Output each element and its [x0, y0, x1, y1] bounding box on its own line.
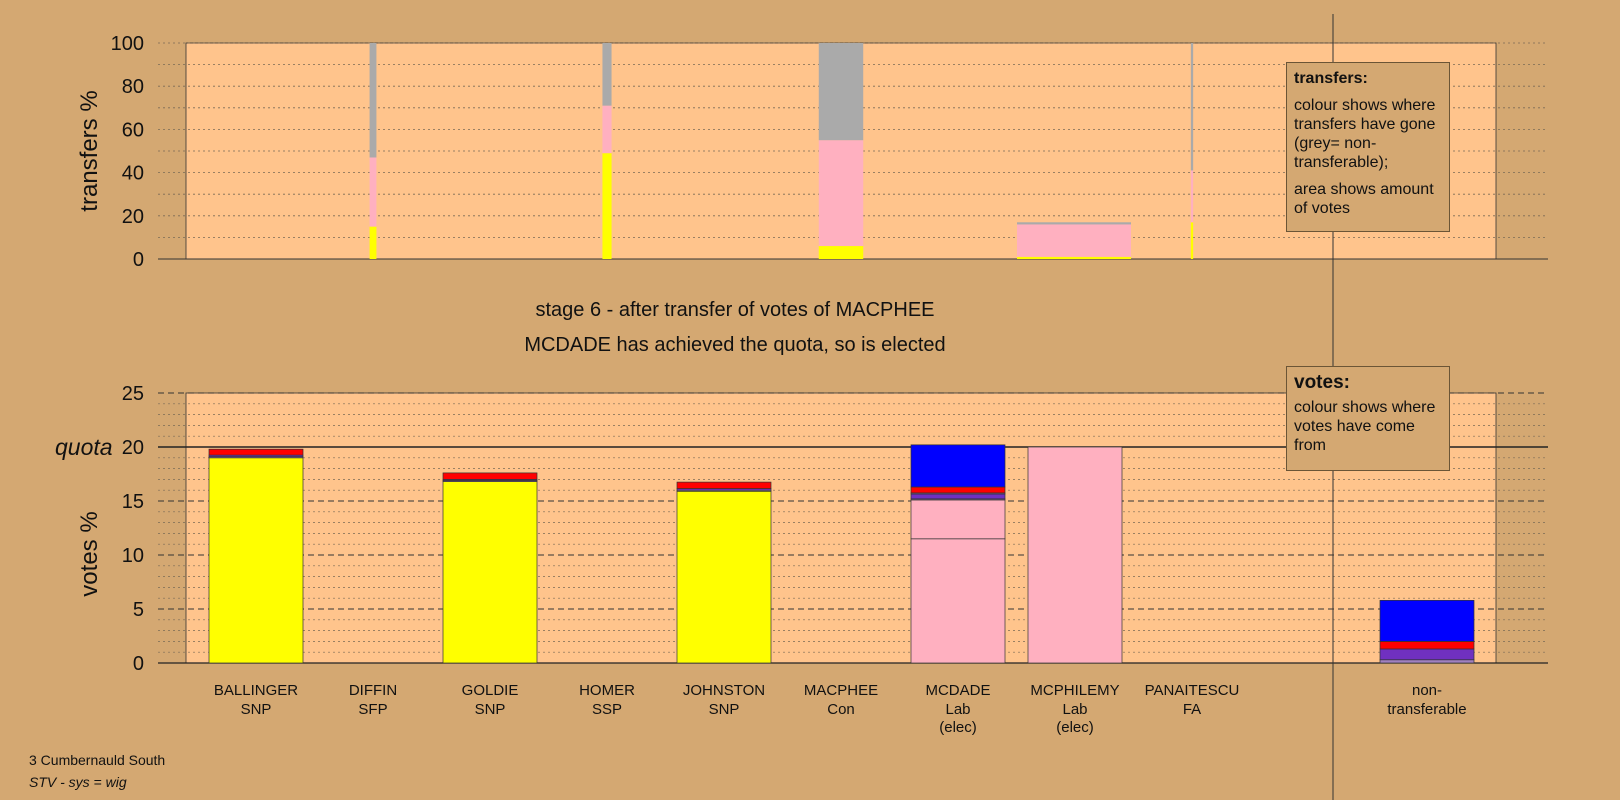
vote-segment-ballinger: [208, 457, 304, 664]
transfer-segment-panaitescu: [1190, 43, 1194, 171]
votes-tick-label: 15: [122, 491, 144, 513]
transfer-segment-mcphilemy: [1017, 256, 1131, 259]
candidate-name-label: MCPHILEMY: [1030, 682, 1119, 699]
transfer-segment-macphee: [818, 43, 864, 141]
candidate-name-label: DIFFIN: [349, 682, 397, 699]
transfer-segment-macphee: [818, 140, 864, 247]
transfers-legend-line2: area shows amount of votes: [1294, 181, 1434, 217]
candidate-name-label: MACPHEE: [804, 682, 878, 699]
candidate-name-label: BALLINGER: [214, 682, 298, 699]
votes-tick-label: 25: [122, 383, 144, 405]
candidate-party-label: SNP: [241, 701, 272, 718]
candidate-party-label: SFP: [358, 701, 387, 718]
candidate-party-label: Lab: [1062, 701, 1087, 718]
candidate-name-label: non-: [1412, 682, 1442, 699]
votes-tick-label: 20: [122, 437, 144, 459]
vote-segment-non: [1379, 600, 1475, 642]
transfer-segment-panaitescu: [1190, 222, 1194, 259]
candidate-name-label: PANAITESCU: [1145, 682, 1240, 699]
vote-segment-johnston: [676, 481, 772, 489]
vote-segment-johnston: [676, 490, 772, 664]
candidate-party-label: Lab: [945, 701, 970, 718]
candidate-name-label: GOLDIE: [462, 682, 519, 699]
candidate-name-label: MCDADE: [925, 682, 990, 699]
vote-segment-mcphilemy: [1027, 446, 1123, 664]
transfer-segment-homer: [602, 43, 612, 106]
votes-legend: votes: colour shows where votes have com…: [1286, 366, 1450, 471]
vote-segment-goldie: [442, 481, 538, 664]
candidate-party-label: SNP: [475, 701, 506, 718]
transfer-segment-homer: [602, 153, 612, 259]
transfers-legend-line1: colour shows where transfers have gone (…: [1294, 97, 1436, 171]
vote-segment-mcdade: [910, 538, 1006, 664]
transfer-segment-diffin: [369, 43, 377, 158]
transfers-tick-label: 60: [122, 119, 144, 141]
footer-constituency: 3 Cumbernauld South: [29, 752, 166, 768]
transfers-tick-label: 100: [111, 33, 144, 55]
vote-segment-non: [1379, 648, 1475, 661]
transfer-segment-mcphilemy: [1017, 224, 1131, 257]
votes-axis-label: votes %: [76, 511, 103, 596]
candidate-party-label: SNP: [709, 701, 740, 718]
transfers-axis-label: transfers %: [76, 90, 103, 211]
candidate-status-label: (elec): [1056, 719, 1094, 736]
vote-segment-mcdade: [910, 493, 1006, 500]
candidate-party-label: FA: [1183, 701, 1201, 718]
quota-label: quota: [55, 434, 113, 460]
transfer-segment-macphee: [818, 246, 864, 259]
vote-segment-ballinger: [208, 448, 304, 456]
transfer-segment-panaitescu: [1190, 170, 1194, 223]
transfer-segment-homer: [602, 105, 612, 154]
votes-legend-line1: colour shows where votes have come from: [1294, 399, 1436, 454]
transfers-legend-title: transfers:: [1294, 70, 1368, 87]
transfer-segment-mcphilemy: [1017, 222, 1131, 225]
stage-title: stage 6 - after transfer of votes of MAC…: [535, 299, 935, 321]
candidate-status-label: (elec): [939, 719, 977, 736]
candidate-party-label: SSP: [592, 701, 622, 718]
vote-segment-mcdade: [910, 486, 1006, 494]
transfers-tick-label: 20: [122, 206, 144, 228]
stage-result: MCDADE has achieved the quota, so is ele…: [524, 334, 946, 356]
votes-legend-title: votes:: [1294, 372, 1350, 393]
vote-segment-non: [1379, 641, 1475, 650]
votes-tick-label: 0: [133, 653, 144, 675]
candidate-party-label: Con: [827, 701, 855, 718]
candidate-name-label: JOHNSTON: [683, 682, 765, 699]
vote-segment-goldie: [442, 472, 538, 480]
footer-system: STV - sys = wig: [29, 774, 127, 790]
votes-tick-label: 5: [133, 599, 144, 621]
transfer-segment-diffin: [369, 226, 377, 259]
votes-tick-label: 10: [122, 545, 144, 567]
vote-segment-non: [1379, 659, 1475, 664]
vote-segment-mcdade: [910, 444, 1006, 488]
candidate-name-label: HOMER: [579, 682, 635, 699]
transfers-legend: transfers: colour shows where transfers …: [1286, 62, 1450, 232]
transfer-segment-diffin: [369, 157, 377, 227]
candidate-party-label: transferable: [1387, 701, 1466, 718]
transfers-tick-label: 0: [133, 249, 144, 271]
transfers-tick-label: 40: [122, 163, 144, 185]
vote-segment-mcdade: [910, 499, 1006, 540]
transfers-tick-label: 80: [122, 76, 144, 98]
votes-plot-area: [185, 392, 1497, 664]
